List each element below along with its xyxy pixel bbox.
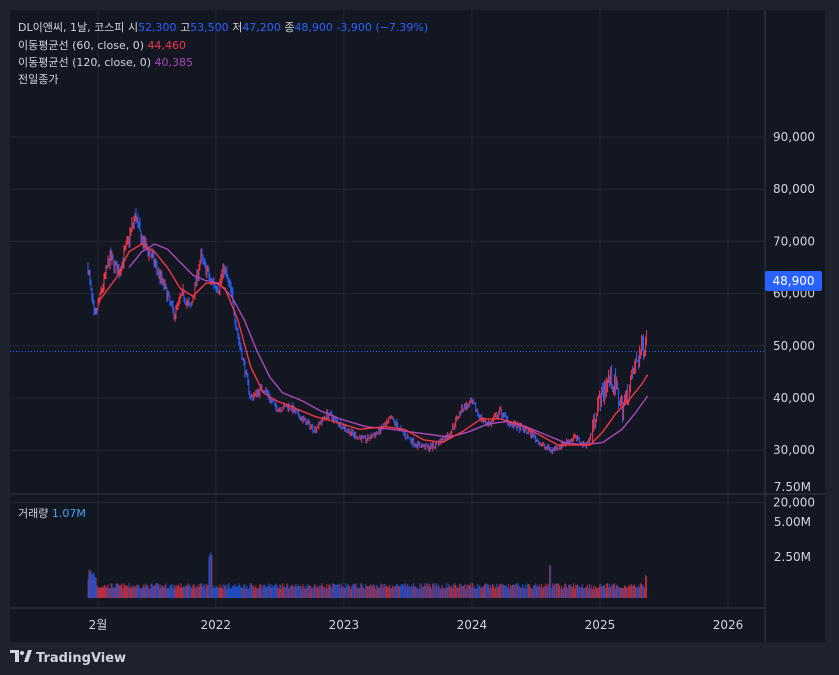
ma120-label: 이동평균선 (120, close, 0): [18, 56, 151, 69]
close-label: 종: [284, 21, 295, 34]
tradingview-brand[interactable]: TradingView: [10, 650, 126, 666]
ma120-line[interactable]: [128, 243, 649, 446]
prev-close-label: 전일종가: [18, 73, 59, 86]
price-axis-label: 50,000: [773, 339, 815, 353]
ma60-value: 44,460: [147, 39, 187, 52]
ma60-line[interactable]: [100, 243, 649, 446]
ma60-legend[interactable]: 이동평균선 (60, close, 0) 44,460: [18, 37, 186, 53]
low-label: 저: [232, 21, 243, 34]
high-value: 53,500: [190, 21, 229, 34]
price-axis-label: 30,000: [773, 443, 815, 457]
volume-label: 거래량: [18, 507, 49, 520]
symbol-legend: DL이앤씨, 1날, 코스피 시52,300 고53,500 저47,200 종…: [18, 19, 428, 35]
price-axis-label: 80,000: [773, 182, 815, 196]
tradingview-logo-icon: [10, 650, 32, 666]
price-axis-label: 90,000: [773, 130, 815, 144]
volume-axis-label: 2.50M: [774, 550, 811, 564]
change-value: -3,900 (−7.39%): [336, 21, 429, 34]
open-value: 52,300: [138, 21, 177, 34]
time-axis-label: 2025: [585, 618, 616, 632]
volume-axis-label: 7.50M: [774, 480, 811, 494]
price-axis-label: 70,000: [773, 234, 815, 248]
chart-frame[interactable]: [10, 10, 825, 642]
symbol-title: DL이앤씨, 1날, 코스피: [18, 21, 125, 34]
price-axis-label: 40,000: [773, 391, 815, 405]
time-axis-label: 2024: [457, 618, 488, 632]
ma120-value: 40,385: [154, 56, 194, 69]
current-price-badge: 48,900: [765, 271, 822, 291]
open-label: 시: [127, 21, 139, 34]
time-axis-label: 2월: [89, 618, 108, 632]
time-axis-label: 2026: [713, 618, 744, 632]
close-value: 48,900: [294, 21, 333, 34]
prev-close-legend[interactable]: 전일종가: [18, 71, 58, 87]
volume-axis-label: 5.00M: [774, 515, 811, 529]
high-label: 고: [180, 21, 191, 34]
volume-legend[interactable]: 거래량 1.07M: [18, 505, 86, 521]
ma60-label: 이동평균선 (60, close, 0): [18, 39, 144, 52]
volume-value: 1.07M: [51, 507, 86, 520]
chart-canvas[interactable]: 90,00080,00070,00060,00050,00040,00030,0…: [10, 10, 825, 642]
brand-name: TradingView: [36, 650, 127, 666]
low-value: 47,200: [242, 21, 281, 34]
price-axis-label: 20,000: [773, 495, 815, 509]
ma120-legend[interactable]: 이동평균선 (120, close, 0) 40,385: [18, 54, 193, 70]
time-axis-label: 2023: [329, 618, 360, 632]
time-axis-label: 2022: [201, 618, 232, 632]
